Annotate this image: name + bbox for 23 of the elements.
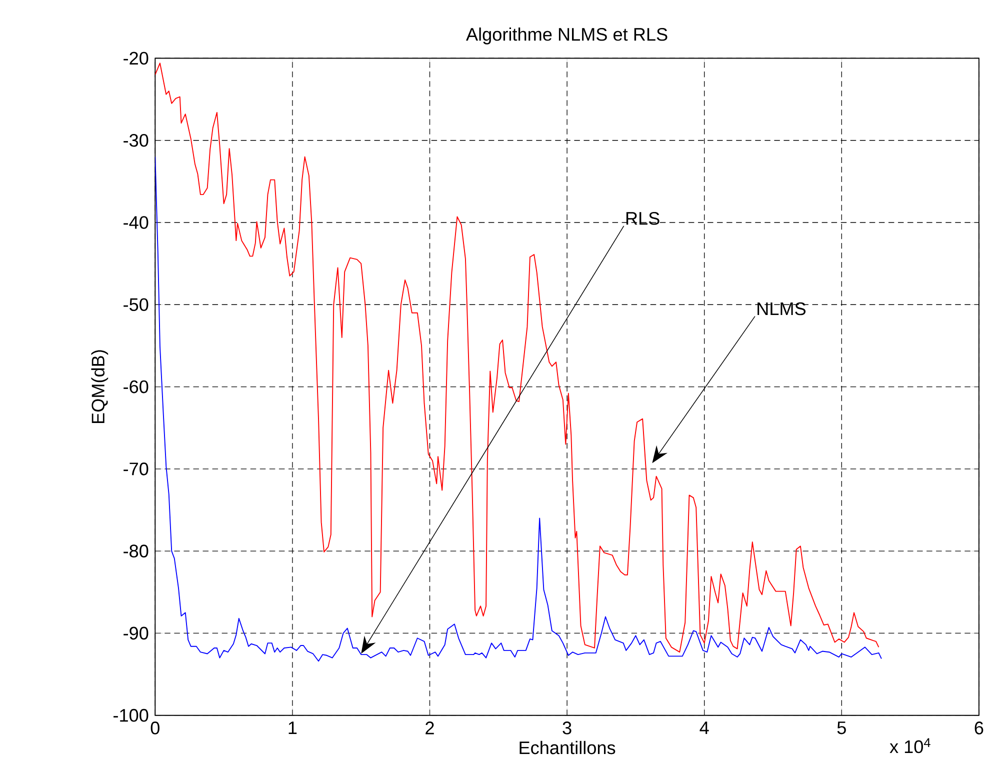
x-tick-label: 5 bbox=[837, 722, 846, 734]
text: x 10$^{4}$ bbox=[890, 738, 930, 754]
x-tick-label: 1 bbox=[288, 722, 297, 734]
x-tick-label: 4 bbox=[700, 722, 709, 734]
y-tick-label: -100 bbox=[114, 708, 148, 722]
annotation: NLMS bbox=[758, 302, 806, 316]
y-tick-label: -40 bbox=[124, 216, 148, 229]
y-tick-label: -20 bbox=[124, 52, 148, 65]
y-tick-label: -70 bbox=[124, 462, 148, 476]
y-tick-label: -60 bbox=[124, 380, 148, 394]
x-tick-label: 0 bbox=[150, 722, 160, 734]
y-tick-label: -30 bbox=[124, 134, 148, 147]
chart-title: Algorithme NLMS et RLS bbox=[466, 28, 668, 44]
x-tick-label: 2 bbox=[426, 722, 434, 734]
x-tick-label: 6 bbox=[974, 722, 984, 734]
x-tick-label: 3 bbox=[562, 722, 572, 734]
y-tick-label: -50 bbox=[124, 298, 148, 312]
x-axis-title: Echantillons bbox=[520, 740, 616, 754]
line-series bbox=[155, 62, 880, 653]
y-axis-title: EQM(dB) bbox=[91, 350, 108, 424]
y-tick-label: -80 bbox=[124, 544, 148, 558]
annotation: RLS bbox=[626, 212, 660, 225]
y-tick-label: -90 bbox=[124, 626, 148, 640]
